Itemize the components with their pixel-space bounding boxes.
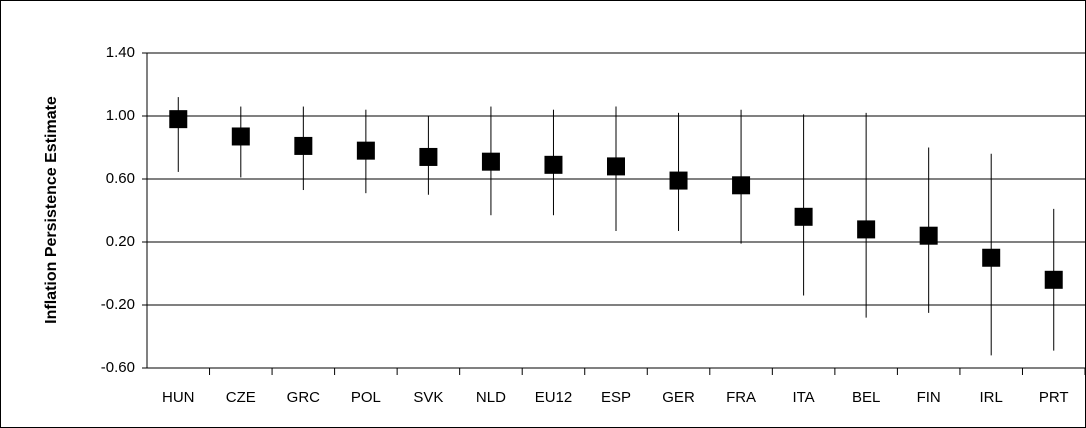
x-tick-label: HUN (162, 389, 195, 406)
x-tick-label: ESP (601, 389, 631, 406)
point (356, 141, 375, 160)
point (419, 147, 438, 166)
point (982, 248, 1001, 267)
point (732, 176, 751, 195)
y-tick-label: -0.20 (101, 296, 135, 313)
point (169, 110, 188, 129)
y-tick-label: -0.60 (101, 359, 135, 376)
x-tick-label: BEL (852, 389, 880, 406)
y-axis-title: Inflation Persistence Estimate (43, 96, 60, 324)
point (794, 207, 813, 226)
x-tick-label: GER (662, 389, 695, 406)
y-tick-label: 0.20 (106, 233, 135, 250)
x-tick-label: SVK (413, 389, 443, 406)
point (231, 127, 250, 146)
x-tick-label: FRA (726, 389, 756, 406)
y-tick-label: 1.00 (106, 107, 135, 124)
point (919, 226, 938, 245)
x-tick-label: PRT (1039, 389, 1069, 406)
x-tick-label: IRL (980, 389, 1003, 406)
point (1044, 270, 1063, 289)
x-tick-label: CZE (226, 389, 256, 406)
x-tick-label: GRC (287, 389, 321, 406)
y-tick-label: 1.40 (106, 44, 135, 61)
point (481, 152, 500, 171)
x-tick-label: EU12 (535, 389, 573, 406)
point (857, 220, 876, 239)
y-tick-label: 0.60 (106, 170, 135, 187)
x-tick-label: ITA (792, 389, 814, 406)
point (544, 155, 563, 174)
x-tick-label: NLD (476, 389, 506, 406)
x-tick-label: POL (351, 389, 381, 406)
point (669, 171, 688, 190)
point (294, 136, 313, 155)
point (607, 157, 625, 176)
x-tick-label: FIN (917, 389, 941, 406)
